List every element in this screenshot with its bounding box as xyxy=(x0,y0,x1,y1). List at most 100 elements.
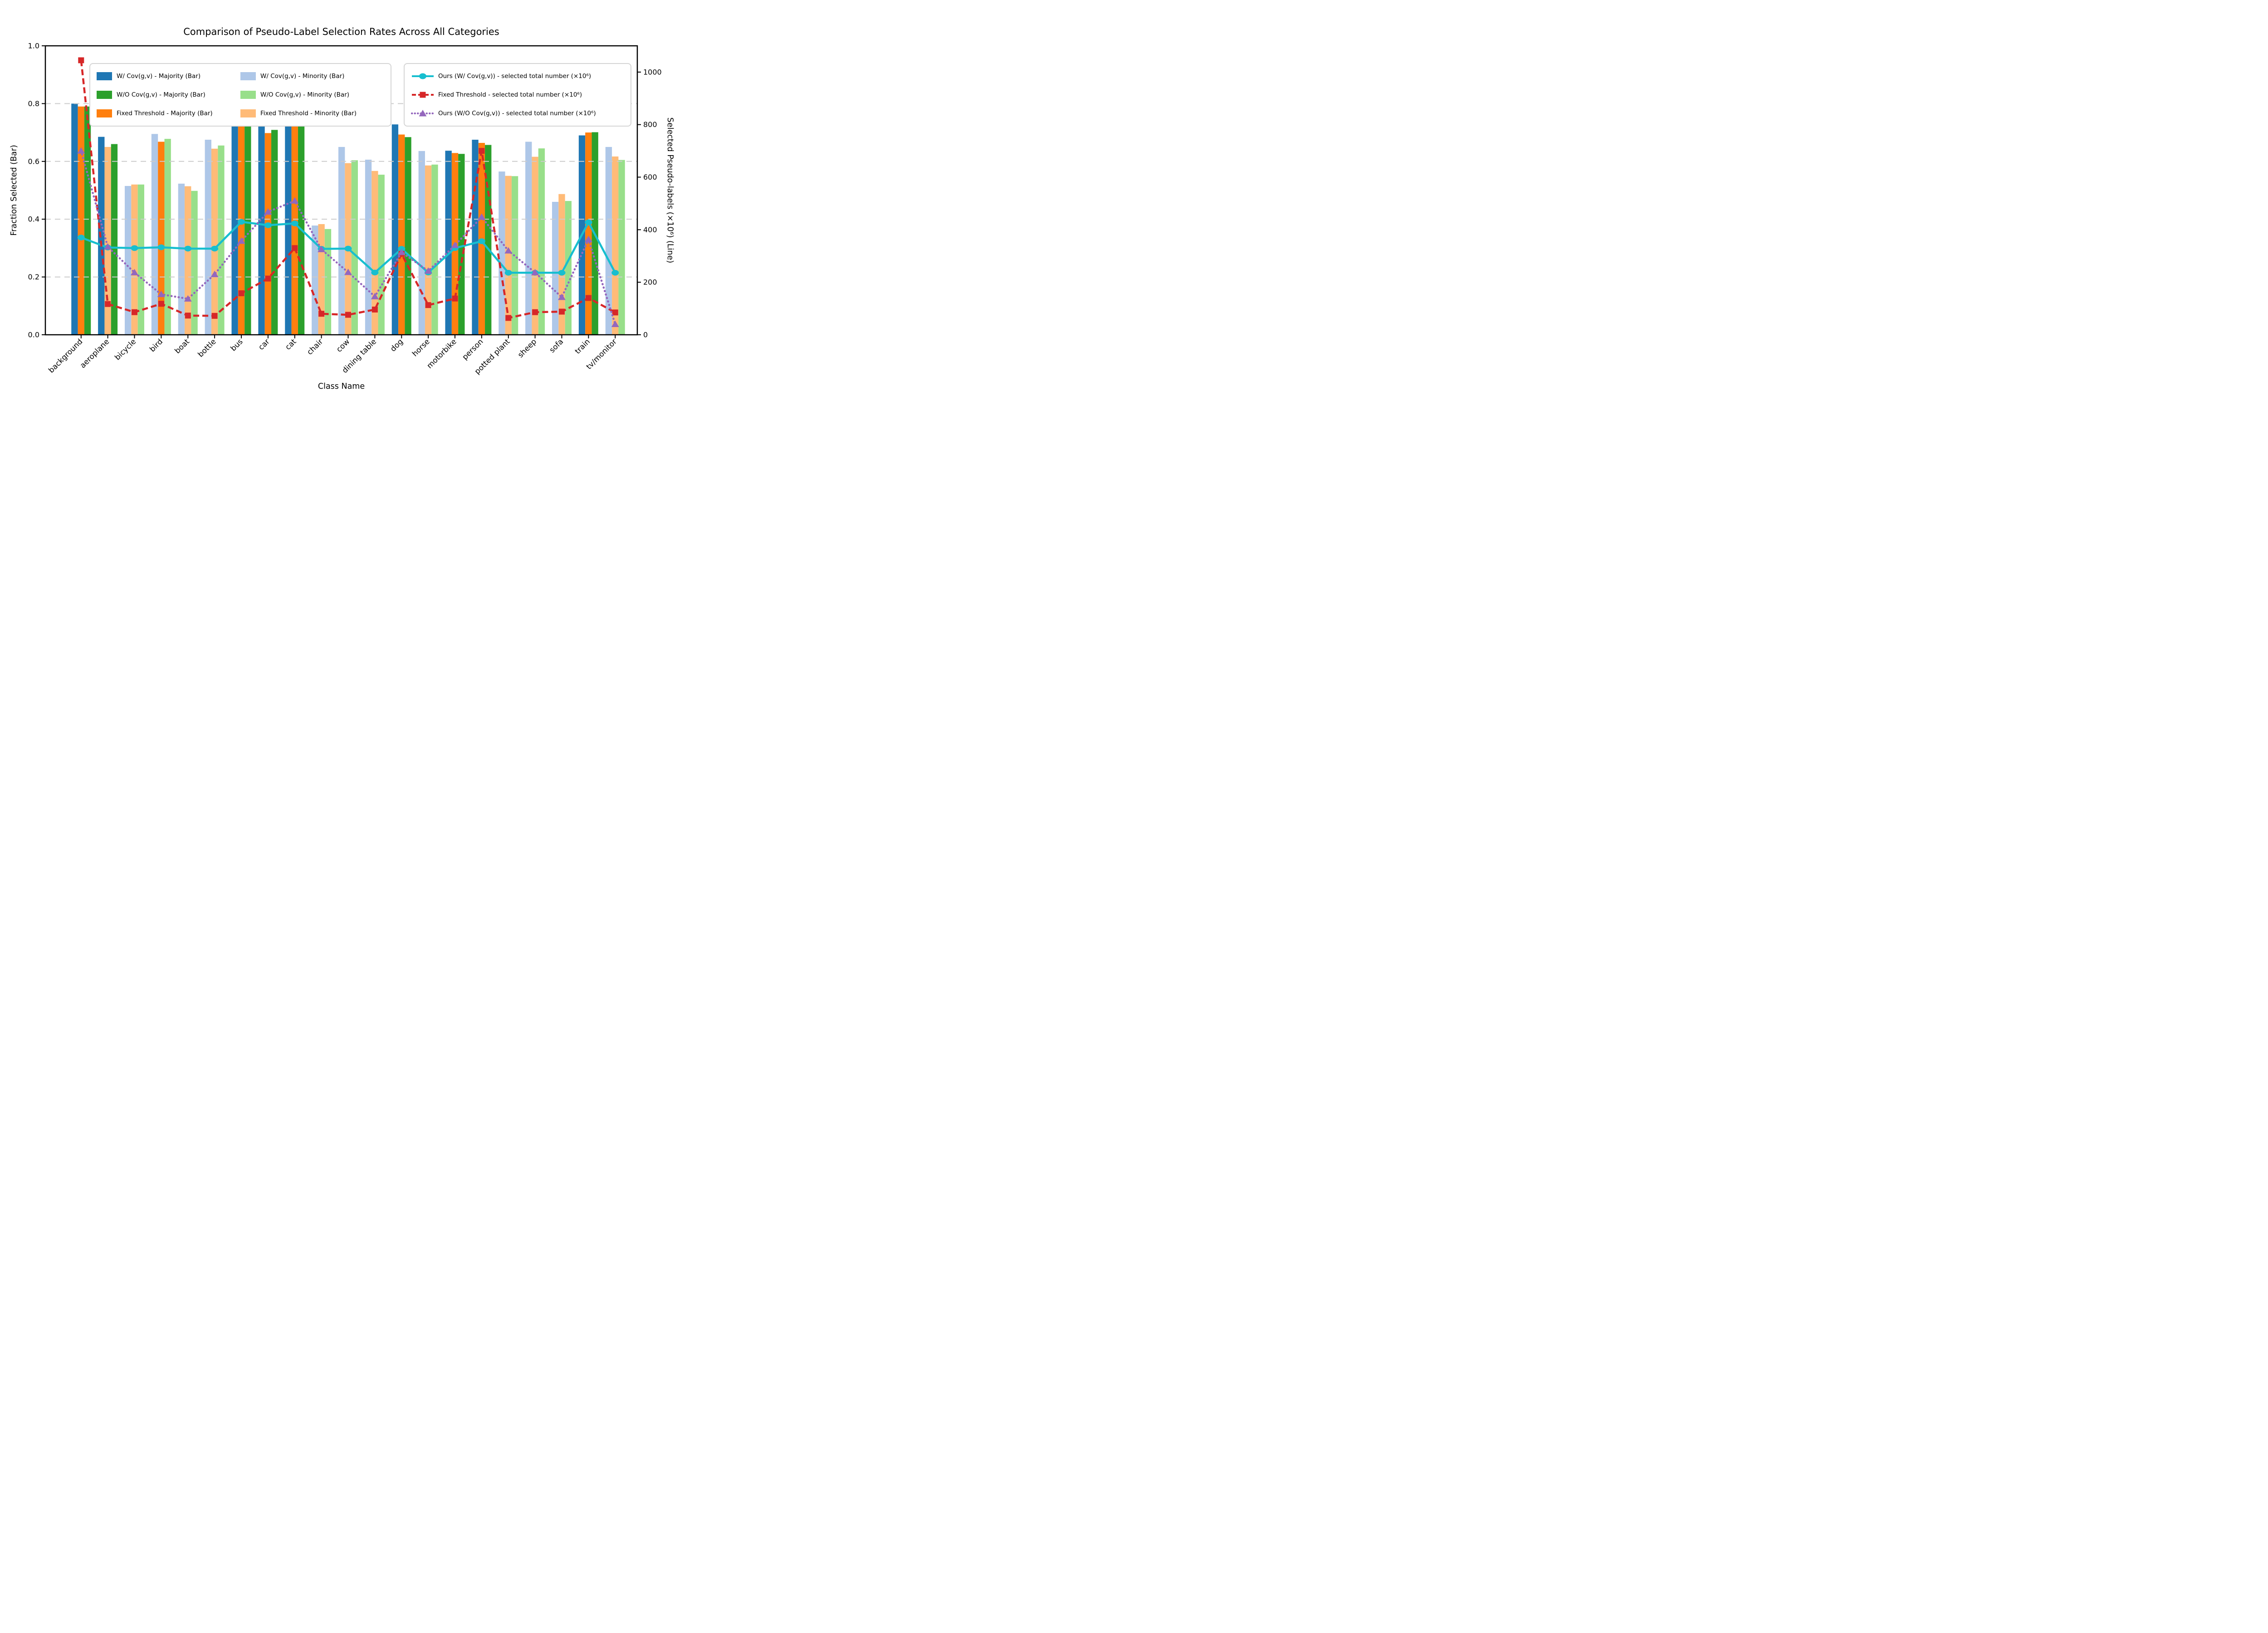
legend-bar-series: W/ Cov(g,v) - Majority (Bar) W/O Cov(g,v… xyxy=(89,63,391,127)
bar-WCovgv-boat xyxy=(178,183,185,335)
legend-item-label: W/ Cov(g,v) - Minority (Bar) xyxy=(260,73,345,80)
bar-FixedThreshold-bottle xyxy=(211,148,218,335)
bar-FixedThreshold-bird xyxy=(158,142,165,335)
marker-square xyxy=(425,302,431,308)
marker-circle xyxy=(238,219,245,225)
marker-square xyxy=(345,312,351,318)
marker-square xyxy=(265,275,271,282)
legend-item: Ours (W/ Cov(g,v)) - selected total numb… xyxy=(411,68,624,84)
legend-item: W/ Cov(g,v) - Minority (Bar) xyxy=(240,68,384,84)
marker-square xyxy=(132,309,137,315)
bar-WOCovgv-car xyxy=(271,130,278,335)
legend-item-label: Fixed Threshold - Minority (Bar) xyxy=(260,110,357,117)
bar-WCovgv-bus xyxy=(231,117,238,335)
plot-area: 1.0 0.8 0.6 0.4 0.2 0.0 1000 800 600 400 200 0 backg… xyxy=(10,42,675,391)
legend-swatch xyxy=(240,72,256,80)
bar-FixedThreshold-boat xyxy=(185,186,191,335)
bar-WCovgv-bird xyxy=(151,134,158,335)
marker-square xyxy=(185,313,191,319)
marker-square xyxy=(612,309,618,316)
chart-title: Comparison of Pseudo-Label Selection Rat… xyxy=(183,26,499,37)
y-left-tick-label: 0.2 xyxy=(28,273,39,281)
x-tick-label: cow xyxy=(335,337,352,354)
legend-item: W/O Cov(g,v) - Minority (Bar) xyxy=(240,87,384,103)
bar-WCovgv-bottle xyxy=(205,140,211,335)
marker-square xyxy=(105,301,111,307)
bar-FixedThreshold-cat xyxy=(291,121,298,335)
marker-square xyxy=(559,308,565,315)
marker-circle xyxy=(264,222,272,228)
x-tick-label: aeroplane xyxy=(78,337,111,370)
x-axis-label: Class Name xyxy=(318,382,365,391)
bar-WOCovgv-motorbike xyxy=(458,154,465,335)
marker-triangle xyxy=(157,290,165,297)
marker-triangle xyxy=(397,249,406,255)
plot-frame xyxy=(44,45,638,336)
marker-square xyxy=(292,245,298,251)
legend-item: Ours (W/O Cov(g,v)) - selected total num… xyxy=(411,106,624,121)
y-right-tick-label: 400 xyxy=(643,225,657,234)
marker-square xyxy=(318,311,325,317)
x-tick-label: train xyxy=(573,337,592,356)
bar-WCovgv-tvmonitor xyxy=(605,147,612,335)
x-tick-label: bicycle xyxy=(113,337,137,362)
bar-WCovgv-car xyxy=(258,124,265,335)
legend-line-swatch xyxy=(411,110,435,117)
y-right-tick-label: 200 xyxy=(643,278,657,287)
marker-triangle xyxy=(451,241,459,248)
legend-item-label: Ours (W/ Cov(g,v)) - selected total numb… xyxy=(438,73,591,80)
marker-triangle xyxy=(77,147,85,154)
legend-item: W/O Cov(g,v) - Majority (Bar) xyxy=(97,87,240,103)
bar-WOCovgv-tvmonitor xyxy=(618,160,625,335)
marker-square xyxy=(371,306,378,313)
x-tick-label: person xyxy=(460,337,484,361)
x-tick-label: boat xyxy=(173,337,191,355)
legend-bar-column-majority: W/ Cov(g,v) - Majority (Bar) W/O Cov(g,v… xyxy=(97,68,240,121)
marker-circle xyxy=(504,270,512,276)
bar-FixedThreshold-tvmonitor xyxy=(612,156,619,335)
marker-triangle xyxy=(131,269,138,275)
legend-item: W/ Cov(g,v) - Majority (Bar) xyxy=(97,68,240,84)
x-tick-label: bird xyxy=(148,337,164,353)
marker-triangle xyxy=(264,208,272,215)
marker-circle xyxy=(344,245,352,252)
marker-square xyxy=(585,295,591,301)
marker-square xyxy=(78,57,84,64)
bar-WCovgv-diningtable xyxy=(365,159,372,335)
marker-circle xyxy=(184,245,192,252)
bar-FixedThreshold-car xyxy=(264,133,272,335)
marker-circle xyxy=(371,269,379,276)
x-tick-label: dog xyxy=(389,337,405,353)
marker-triangle xyxy=(104,243,112,250)
legend-item-label: Fixed Threshold - selected total number … xyxy=(438,91,582,98)
bar-WCovgv-cow xyxy=(338,147,345,335)
bar-FixedThreshold-horse xyxy=(425,165,432,335)
legend-item-label: W/ Cov(g,v) - Majority (Bar) xyxy=(117,73,201,80)
x-tick-label: chair xyxy=(305,337,325,357)
bar-WCovgv-sheep xyxy=(525,142,532,335)
legend-swatch xyxy=(97,91,112,99)
marker-triangle xyxy=(478,213,486,220)
marker-triangle xyxy=(611,320,619,327)
bar-WCovgv-bicycle xyxy=(125,186,132,335)
bar-FixedThreshold-pottedplant xyxy=(505,176,512,335)
y-left-tick-label: 0.8 xyxy=(28,99,39,108)
bar-WOCovgv-chair xyxy=(324,229,332,335)
legend-item-label: Ours (W/O Cov(g,v)) - selected total num… xyxy=(438,110,596,117)
marker-square xyxy=(479,148,485,154)
marker-triangle xyxy=(371,293,379,299)
bar-FixedThreshold-train xyxy=(585,132,592,335)
marker-circle xyxy=(558,270,566,276)
legend-item-label: W/O Cov(g,v) - Majority (Bar) xyxy=(117,91,205,98)
x-tick-label: horse xyxy=(411,337,431,358)
x-tick-label: car xyxy=(257,337,271,352)
bar-WOCovgv-diningtable xyxy=(378,175,385,335)
bar-WOCovgv-sheep xyxy=(538,148,545,335)
legend-line-series: Ours (W/ Cov(g,v)) - selected total numb… xyxy=(404,63,631,127)
bar-WCovgv-horse xyxy=(418,151,425,335)
marker-square xyxy=(238,290,244,296)
y-left-tick-label: 1.0 xyxy=(28,42,39,50)
marker-circle xyxy=(478,238,485,244)
bar-WCovgv-pottedplant xyxy=(499,171,505,335)
y-right-tick-label: 600 xyxy=(643,173,657,181)
